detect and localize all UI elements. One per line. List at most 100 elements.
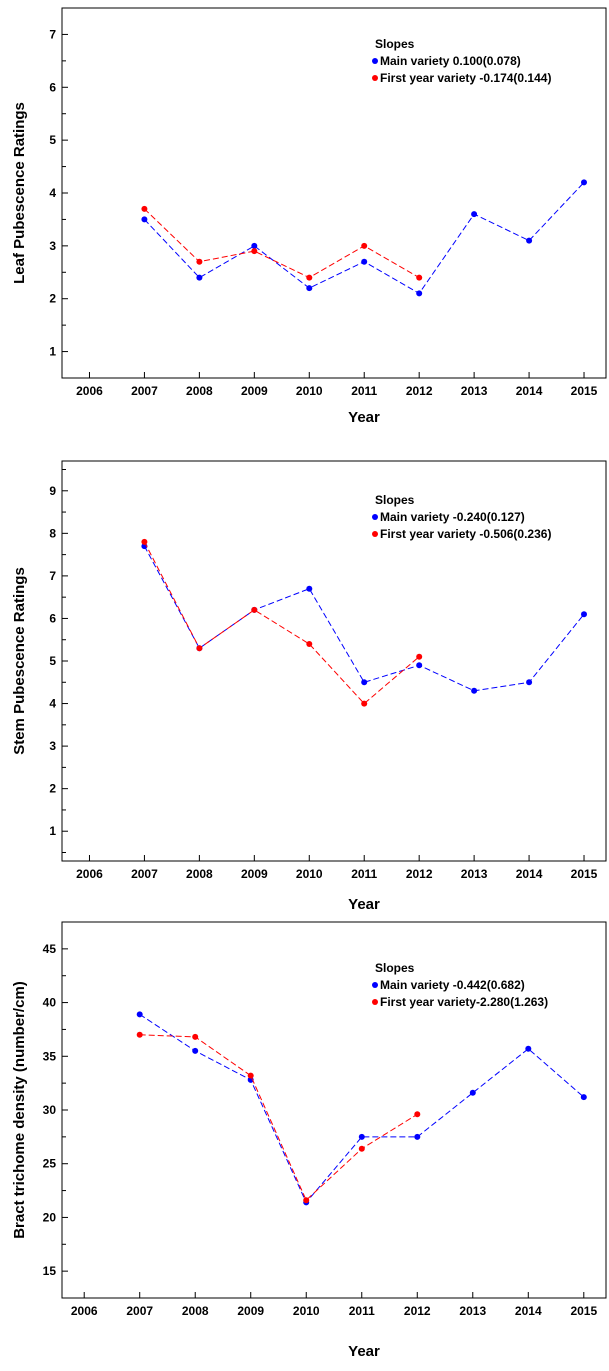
series-line [144, 182, 585, 295]
x-tick-label: 2012 [404, 1304, 431, 1318]
x-tick-label: 2013 [459, 1304, 486, 1318]
y-tick-label: 20 [43, 1210, 57, 1224]
series-line [139, 1034, 418, 1202]
data-point [136, 1011, 143, 1018]
data-point [581, 611, 587, 618]
data-point [358, 1145, 365, 1152]
x-tick-label: 2010 [293, 1304, 320, 1318]
chart-1: 1 2 3 4 5 6 7 2006 2007 2008 2009 2010 2011 2012 2013 2… [11, 7, 607, 426]
data-point [306, 585, 313, 592]
y-tick-label: 1 [49, 824, 56, 838]
data-point [416, 290, 423, 297]
y-tick-label: 6 [49, 80, 56, 94]
legend-title: Slopes [375, 493, 415, 507]
y-tick-label: 30 [43, 1103, 57, 1117]
x-tick-label: 2011 [351, 867, 377, 881]
series-line [144, 208, 420, 279]
data-point [580, 1094, 587, 1101]
data-point [306, 274, 313, 281]
y-axis-title: Leaf Pubescence Ratings [11, 102, 28, 284]
data-point [525, 1045, 532, 1052]
data-point [196, 274, 203, 281]
legend-entry: First year variety -0.506(0.236) [380, 527, 551, 541]
series-line [143, 541, 420, 705]
data-point [581, 179, 587, 186]
data-point [192, 1033, 199, 1040]
x-tick-label: 2011 [351, 384, 377, 398]
y-tick-label: 35 [43, 1049, 57, 1063]
data-point [306, 285, 313, 292]
x-tick-label: 2014 [516, 867, 543, 881]
legend-entry: First year variety-2.280(1.263) [380, 995, 548, 1009]
data-point [526, 237, 533, 244]
y-tick-label: 8 [49, 526, 56, 540]
data-point [416, 274, 423, 281]
data-point [361, 258, 368, 265]
y-tick-label: 45 [43, 942, 57, 956]
legend-title: Slopes [375, 37, 415, 51]
x-tick-label: 2009 [241, 384, 268, 398]
data-point [469, 1089, 476, 1096]
data-point [136, 1031, 143, 1038]
series-line [139, 1013, 585, 1204]
data-point [416, 653, 423, 660]
x-tick-label: 2011 [349, 1304, 375, 1318]
y-axis-title: Bract trichome density (number/cm) [11, 981, 28, 1239]
y-tick-label: 7 [49, 569, 56, 583]
x-tick-label: 2010 [296, 384, 323, 398]
y-tick-label: 5 [49, 654, 56, 668]
y-tick-label: 5 [49, 133, 56, 147]
x-tick-label: 2015 [571, 867, 598, 881]
chart-3: 15 20 25 30 35 40 45 2006 2007 2008 2009 2010 2011 20… [11, 921, 607, 1360]
x-tick-label: 2014 [515, 1304, 542, 1318]
x-tick-label: 2015 [570, 1304, 597, 1318]
legend-marker [372, 982, 378, 988]
x-tick-label: 2015 [571, 384, 598, 398]
data-point [251, 248, 258, 255]
y-tick-label: 4 [49, 697, 56, 711]
legend-entry: First year variety -0.174(0.144) [380, 71, 551, 85]
x-tick-label: 2009 [237, 1304, 264, 1318]
y-tick-label: 4 [49, 186, 56, 200]
data-point [196, 645, 203, 652]
legend-entry: Main variety 0.100(0.078) [380, 54, 521, 68]
x-tick-label: 2008 [182, 1304, 209, 1318]
data-point [471, 687, 478, 694]
data-point [141, 205, 148, 212]
legend-marker [372, 58, 378, 64]
x-tick-label: 2006 [76, 384, 103, 398]
data-point [361, 679, 368, 686]
x-tick-label: 2006 [71, 1304, 98, 1318]
legend-marker [372, 999, 378, 1005]
data-point [247, 1072, 254, 1079]
x-tick-label: 2007 [131, 384, 158, 398]
data-point [358, 1133, 365, 1140]
x-tick-label: 2014 [516, 384, 543, 398]
plot-frame [61, 7, 607, 379]
x-tick-label: 2010 [296, 867, 323, 881]
data-point [141, 216, 148, 223]
legend-marker [372, 514, 378, 520]
x-tick-label: 2007 [131, 867, 158, 881]
data-point [303, 1197, 310, 1204]
data-point [526, 679, 533, 686]
data-point [141, 538, 148, 545]
x-axis-title: Year [348, 896, 380, 913]
x-tick-label: 2013 [461, 384, 488, 398]
x-tick-label: 2009 [241, 867, 268, 881]
y-axis-title: Stem Pubescence Ratings [11, 567, 28, 755]
x-tick-label: 2013 [461, 867, 488, 881]
x-tick-label: 2008 [186, 384, 213, 398]
y-tick-label: 3 [49, 739, 56, 753]
data-point [251, 242, 258, 249]
data-point [361, 700, 368, 707]
x-tick-label: 2008 [186, 867, 213, 881]
x-tick-label: 2012 [406, 384, 433, 398]
data-point [196, 258, 203, 265]
data-point [192, 1047, 199, 1054]
x-tick-label: 2006 [76, 867, 103, 881]
series-line [143, 545, 585, 692]
y-tick-label: 6 [49, 611, 56, 625]
x-tick-label: 2012 [406, 867, 433, 881]
